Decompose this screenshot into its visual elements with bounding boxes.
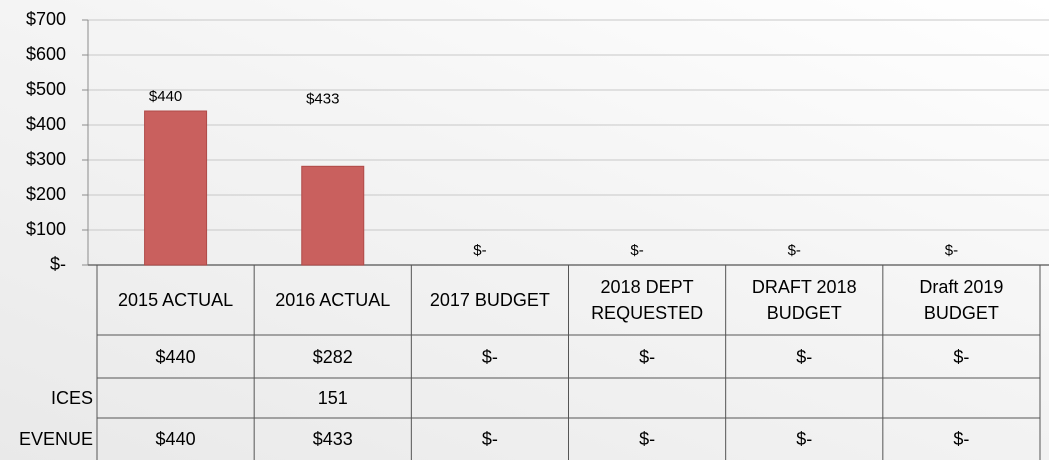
y-tick-label: $200 — [26, 184, 66, 204]
y-tick-label: $- — [50, 254, 66, 274]
bar — [302, 113, 364, 166]
x-tick-label: 2015 ACTUAL — [118, 290, 234, 310]
y-tick-label: $300 — [26, 149, 66, 169]
table-cell: $- — [481, 346, 498, 367]
bar — [301, 165, 365, 266]
table-cell: $282 — [312, 346, 353, 367]
table-cell: $- — [639, 346, 656, 367]
y-tick-label: $700 — [26, 9, 66, 29]
data-label: $- — [630, 242, 643, 259]
data-label: $440 — [149, 88, 182, 105]
row-label: EVENUE — [18, 428, 93, 449]
table-cell: $- — [953, 429, 970, 449]
x-tick-label: 2017 BUDGET — [429, 290, 550, 310]
y-tick-label: $100 — [26, 219, 66, 239]
table-cell: $440 — [155, 346, 196, 367]
data-label: $- — [788, 242, 801, 259]
table-cell: $- — [796, 346, 813, 367]
x-tick-label: Draft 2019 BUDGET — [919, 277, 1004, 323]
table-cell: $- — [639, 429, 656, 449]
x-tick-label: DRAFT 2018 BUDGET — [751, 277, 857, 323]
table-cell: 151 — [317, 388, 348, 408]
bar — [144, 110, 208, 266]
data-label: $- — [945, 242, 958, 259]
y-tick-label: $500 — [26, 79, 66, 99]
table-cell: $- — [481, 429, 498, 449]
y-tick-label: $600 — [26, 44, 66, 64]
table-cell: $- — [796, 429, 813, 449]
x-tick-label: 2018 DEPT REQUESTED — [591, 277, 704, 323]
table-cell: $440 — [155, 429, 196, 449]
table-cell: $433 — [312, 429, 353, 449]
row-label: ICES — [50, 387, 93, 408]
table-cell: $- — [953, 346, 970, 367]
x-tick-label: 2016 ACTUAL — [275, 290, 391, 310]
data-label: $433 — [306, 90, 339, 107]
y-tick-label: $400 — [26, 114, 66, 134]
data-label: $- — [473, 242, 486, 259]
